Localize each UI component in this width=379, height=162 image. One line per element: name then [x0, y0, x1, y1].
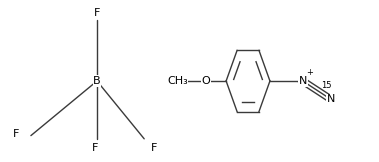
Text: O: O	[201, 76, 210, 86]
Text: B: B	[93, 76, 101, 86]
Text: CH₃: CH₃	[167, 76, 188, 86]
Text: 15: 15	[321, 81, 332, 90]
Text: +: +	[306, 68, 313, 77]
Text: F: F	[13, 129, 20, 139]
Text: F: F	[150, 143, 157, 153]
Text: F: F	[94, 8, 100, 18]
Text: N: N	[327, 94, 335, 104]
Text: N: N	[299, 76, 307, 86]
Text: F: F	[92, 143, 98, 153]
